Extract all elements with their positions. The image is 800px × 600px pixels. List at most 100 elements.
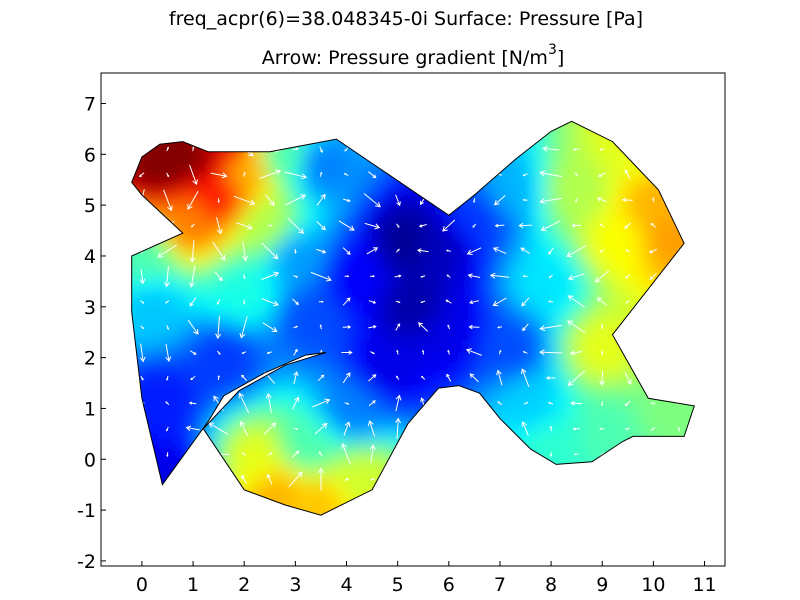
- gradient-arrow: [369, 444, 376, 464]
- surface-cell: [277, 212, 292, 227]
- surface-cell: [597, 263, 611, 278]
- gradient-arrow: [217, 198, 220, 204]
- surface-cell: [648, 200, 663, 214]
- surface-cell: [405, 289, 420, 303]
- surface-cell: [622, 250, 637, 265]
- gradient-arrow: [163, 189, 173, 212]
- y-tick-label: -2: [77, 551, 96, 573]
- surface-cell: [379, 416, 394, 430]
- gradient-arrow: [188, 265, 196, 288]
- surface-cell: [379, 441, 394, 456]
- surface-cell: [277, 441, 292, 456]
- surface-cell: [546, 187, 560, 202]
- surface-cell: [226, 200, 241, 214]
- surface-cell: [213, 149, 228, 163]
- gradient-arrow: [291, 396, 300, 410]
- gradient-arrow: [624, 400, 631, 407]
- gradient-arrow: [214, 271, 223, 282]
- surface-cell: [303, 428, 317, 443]
- surface-cell: [405, 339, 420, 354]
- surface-cell: [341, 212, 356, 227]
- gradient-arrow: [446, 274, 451, 278]
- surface-cell: [635, 212, 650, 227]
- surface-cell: [277, 466, 292, 481]
- gradient-arrow: [138, 172, 145, 178]
- surface-cell: [430, 263, 445, 278]
- surface-cell: [354, 161, 368, 176]
- surface-cell: [200, 200, 215, 214]
- surface-cell: [367, 390, 381, 405]
- gradient-arrow: [243, 299, 246, 305]
- surface-cell: [635, 276, 650, 290]
- surface-cell: [328, 301, 343, 316]
- surface-cell: [213, 174, 228, 189]
- surface-cell: [622, 416, 637, 430]
- surface-cell: [354, 352, 368, 367]
- surface-cell: [558, 289, 573, 303]
- surface-cell: [430, 276, 445, 290]
- surface-cell: [494, 314, 509, 329]
- surface-cell: [469, 301, 484, 316]
- gradient-arrow: [570, 400, 583, 406]
- surface-cell: [188, 161, 202, 176]
- surface-cell: [226, 276, 241, 290]
- x-tick-label: 5: [392, 574, 404, 596]
- y-tick-label: 7: [84, 93, 96, 115]
- gradient-arrow: [166, 426, 169, 432]
- surface-cell: [303, 441, 317, 456]
- gradient-arrow: [396, 349, 399, 355]
- surface-cell: [430, 250, 445, 265]
- surface-cell: [533, 441, 547, 456]
- gradient-arrow: [566, 245, 587, 257]
- surface-cell: [175, 339, 189, 354]
- gradient-arrow: [344, 402, 350, 405]
- surface-cell: [315, 225, 330, 240]
- surface-cell: [482, 327, 496, 341]
- surface-cell: [546, 289, 560, 303]
- surface-cell: [456, 212, 471, 227]
- surface-cell: [162, 365, 177, 379]
- gradient-arrow: [368, 325, 377, 329]
- surface-cell: [315, 339, 330, 354]
- surface-cell: [251, 250, 266, 265]
- surface-cell: [162, 377, 177, 392]
- gradient-arrow: [599, 148, 605, 151]
- surface-cell: [507, 161, 522, 176]
- surface-cell: [507, 390, 522, 405]
- gradient-arrow: [316, 248, 327, 254]
- surface-cell: [405, 327, 420, 341]
- gradient-arrow: [189, 164, 198, 186]
- surface-cell: [571, 136, 586, 151]
- surface-cell: [239, 365, 253, 379]
- surface-cell: [597, 161, 611, 176]
- surface-cell: [239, 174, 253, 189]
- surface-cell: [315, 492, 330, 506]
- surface-cell: [354, 250, 368, 265]
- surface-cell: [584, 301, 599, 316]
- surface-cell: [456, 250, 471, 265]
- surface-cell: [290, 327, 304, 341]
- surface-cell: [507, 250, 522, 265]
- gradient-arrow: [163, 266, 170, 288]
- surface-cell: [520, 289, 535, 303]
- surface-cell: [546, 327, 560, 341]
- surface-cell: [405, 403, 420, 418]
- surface-cell: [226, 238, 241, 252]
- surface-cell: [277, 161, 292, 176]
- surface-cell: [507, 314, 522, 329]
- gradient-arrow: [262, 322, 278, 333]
- surface-cell: [379, 225, 394, 240]
- surface-cell: [200, 161, 215, 176]
- surface-cell: [239, 327, 253, 341]
- gradient-arrow: [465, 348, 482, 356]
- surface-cell: [175, 187, 189, 202]
- surface-cell: [277, 390, 292, 405]
- gradient-arrow: [367, 420, 376, 437]
- surface-cell: [188, 377, 202, 392]
- x-tick-label: 10: [641, 574, 665, 596]
- surface-cell: [188, 327, 202, 341]
- surface-cell: [251, 390, 266, 405]
- gradient-arrow: [447, 349, 450, 355]
- surface-cell: [251, 200, 266, 214]
- surface-cell: [405, 301, 420, 316]
